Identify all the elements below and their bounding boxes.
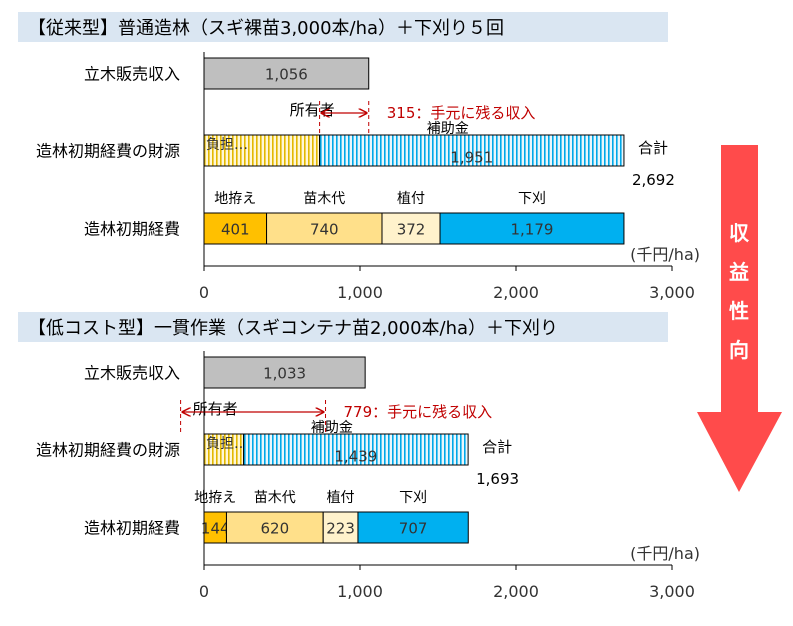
panel-2-name-cost-weeding: 下刈 <box>399 490 427 506</box>
panel-2-label-funding-owner: 負担… <box>206 436 248 452</box>
panel-1-bar-sales <box>203 57 370 90</box>
panel-2-category-sales: 立木販売収入 <box>84 364 180 383</box>
panel-2-name-cost-planting: 植付 <box>327 490 355 506</box>
panel-2-label-subsidy-name: 補助金 <box>311 420 353 436</box>
panel-2-label-cost-planting: 223 <box>326 520 355 538</box>
panel-2-category-funding: 造林初期経費の財源 <box>36 441 180 460</box>
panel-2-x-unit: (千円/ha) <box>630 544 700 563</box>
panel-1-x-tick-label-0: 0 <box>199 283 209 302</box>
panel-2-owner-label: 所有者 <box>193 400 238 418</box>
panel-1-category-funding: 造林初期経費の財源 <box>36 142 180 161</box>
arrow-char-2: 益 <box>729 260 749 284</box>
panel-2-x-tick-label-3: 3,000 <box>649 582 695 601</box>
panel-2-bar-funding-subsidy <box>243 433 469 466</box>
panel-2-name-cost-seedling: 苗木代 <box>254 490 296 506</box>
panel-2-category-costs: 造林初期経費 <box>84 519 180 538</box>
panel-1-bar-funding-subsidy <box>319 134 625 167</box>
panel-1-bar-cost-weeding <box>439 212 625 245</box>
panel-1-name-cost-seedling: 苗木代 <box>303 191 345 207</box>
panel-2-x-tick-label-0: 0 <box>199 582 209 601</box>
panel-1-x-tick-label-2: 2,000 <box>493 283 539 302</box>
profitability-arrow <box>697 145 782 492</box>
panel-1-name-cost-planting: 植付 <box>397 191 425 207</box>
panel-2-bar-cost-seedling <box>225 511 324 544</box>
panel-2-bar-sales <box>203 356 366 389</box>
panel-2-name-cost-land: 地拵え <box>194 490 236 506</box>
panel-2-label-cost-seedling: 620 <box>261 520 290 538</box>
panel-2-x-tick-label-2: 2,000 <box>493 582 539 601</box>
arrow-char-3: 性 <box>729 299 749 323</box>
arrow-char-4: 向 <box>729 338 749 362</box>
panel-2-annotation-text: 779：手元に残る収入 <box>344 403 493 421</box>
panel-1-name-cost-land: 地拵え <box>214 191 256 207</box>
panel-2-label-sales: 1,033 <box>263 365 306 383</box>
panel-1-category-costs: 造林初期経費 <box>84 220 180 239</box>
panel-2-total-value: 1,693 <box>476 470 519 488</box>
panel-2-label-cost-land: 144 <box>201 520 230 538</box>
panel-1-total-value: 2,692 <box>632 171 675 189</box>
panel-1-label-cost-seedling: 740 <box>310 221 339 239</box>
panel-1-label-subsidy-name: 補助金 <box>427 121 469 137</box>
panel-1-label-cost-planting: 372 <box>397 221 426 239</box>
panel-1-title-bg <box>18 12 668 42</box>
panel-2-label-cost-weeding: 707 <box>399 520 428 538</box>
panel-1-label-sales: 1,056 <box>265 66 308 84</box>
panel-1-label-funding-owner: 負担… <box>206 137 248 153</box>
panel-2-bar-cost-weeding <box>357 511 469 544</box>
panel-1-name-cost-weeding: 下刈 <box>518 191 546 207</box>
panel-1-category-sales: 立木販売収入 <box>84 65 180 84</box>
panel-2-x-tick-label-1: 1,000 <box>337 582 383 601</box>
panel-1-x-unit: (千円/ha) <box>630 245 700 264</box>
panel-1-label-funding-subsidy: 1,951 <box>450 149 493 167</box>
panel-2-bar-cost-planting <box>322 511 359 544</box>
panel-1-annotation-text: 315：手元に残る収入 <box>387 104 536 122</box>
panel-1-title: 【従来型】普通造林（スギ裸苗3,000本/ha）＋下刈り５回 <box>28 18 504 39</box>
panel-1-bar-cost-seedling <box>266 212 383 245</box>
arrow-char-1: 収 <box>729 221 750 245</box>
panel-1-x-tick-label-3: 3,000 <box>649 283 695 302</box>
panel-2-label-funding-subsidy: 1,439 <box>334 448 377 466</box>
panel-1-label-cost-land: 401 <box>221 221 250 239</box>
panel-1-x-tick-label-1: 1,000 <box>337 283 383 302</box>
panel-1-total-prefix: 合計 <box>638 139 668 157</box>
panel-1-owner-label: 所有者 <box>290 101 335 119</box>
panel-2-title: 【低コスト型】一貫作業（スギコンテナ苗2,000本/ha）＋下刈り <box>28 318 558 339</box>
panel-2-total-prefix: 合計 <box>482 438 512 456</box>
panel-1-label-cost-weeding: 1,179 <box>511 221 554 239</box>
panel-2-title-bg <box>18 312 668 342</box>
